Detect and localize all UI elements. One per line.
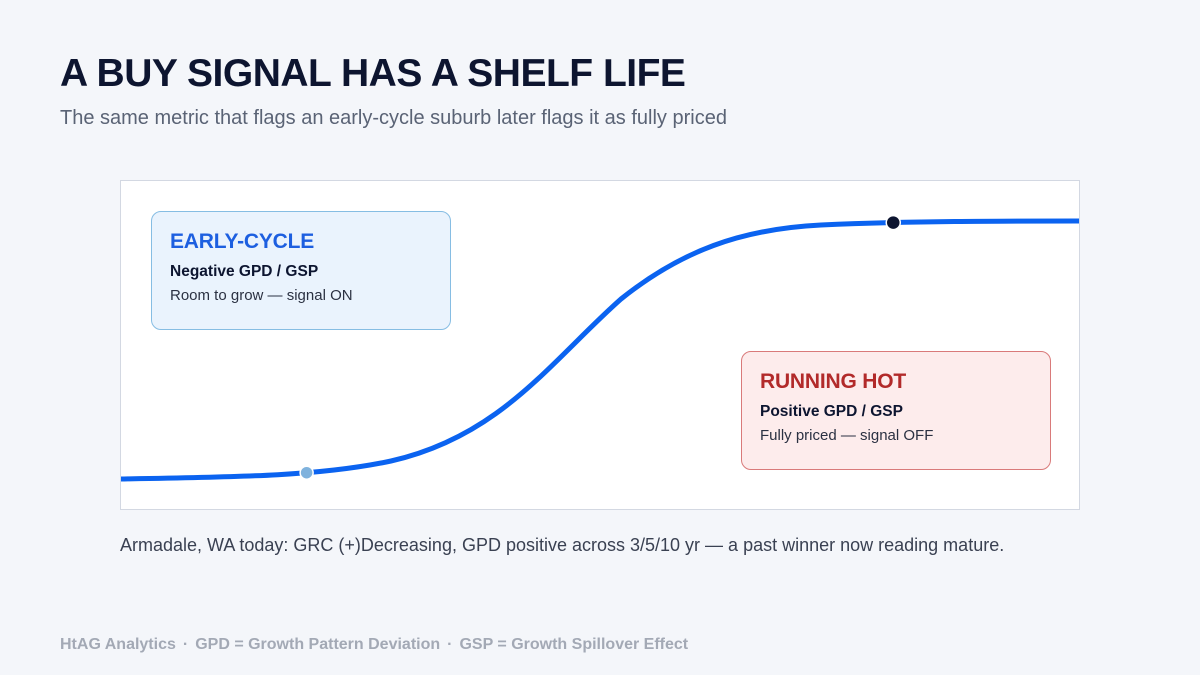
curve-canvas (121, 214, 1079, 482)
footer-gsp-definition: GSP = Growth Spillover Effect (459, 636, 689, 653)
growth-curve (121, 218, 1079, 482)
early-cycle-heading: EARLY-CYCLE (170, 230, 315, 253)
footer-separator: · (182, 636, 189, 653)
early-cycle-callout: EARLY-CYCLE Negative GPD / GSP Room to g… (151, 211, 451, 330)
early-cycle-metric: Negative GPD / GSP (170, 263, 319, 280)
footer-gpd-definition: GPD = Growth Pattern Deviation (195, 636, 441, 653)
early-cycle-marker (299, 465, 314, 480)
running-hot-heading: RUNNING HOT (760, 370, 906, 393)
footer-source: HtAG Analytics (60, 636, 176, 653)
footer-separator: · (447, 636, 453, 653)
running-hot-marker (885, 214, 902, 231)
page-title: A BUY SIGNAL HAS A SHELF LIFE (60, 52, 686, 95)
running-hot-note: Fully priced — signal OFF (760, 427, 934, 444)
page-subtitle: The same metric that flags an early-cycl… (60, 107, 727, 129)
early-cycle-note: Room to grow — signal ON (170, 287, 353, 304)
armadale-caption: Armadale, WA today: GRC (+)Decreasing, G… (120, 535, 1005, 555)
running-hot-metric: Positive GPD / GSP (760, 403, 903, 420)
running-hot-callout: RUNNING HOT Positive GPD / GSP Fully pri… (741, 351, 1051, 470)
s-curve-diagram: EARLY-CYCLE Negative GPD / GSP Room to g… (120, 180, 1080, 510)
footer: HtAG Analytics · GPD = Growth Pattern Devi… (60, 636, 688, 654)
